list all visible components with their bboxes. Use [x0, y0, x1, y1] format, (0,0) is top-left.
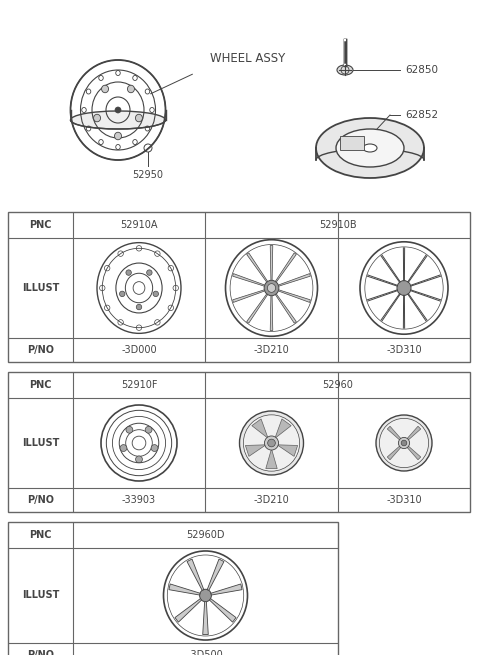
- Polygon shape: [245, 445, 266, 457]
- Ellipse shape: [267, 284, 276, 292]
- Ellipse shape: [120, 291, 125, 297]
- Polygon shape: [270, 295, 273, 331]
- Text: -3D500: -3D500: [188, 650, 223, 655]
- Text: -3D310: -3D310: [386, 345, 422, 355]
- Text: 52910A: 52910A: [120, 220, 158, 230]
- Ellipse shape: [363, 144, 377, 152]
- Polygon shape: [276, 294, 296, 323]
- Circle shape: [376, 415, 432, 471]
- Polygon shape: [169, 584, 200, 595]
- Circle shape: [379, 419, 429, 468]
- Ellipse shape: [115, 132, 121, 140]
- Circle shape: [120, 445, 127, 451]
- Text: -3D310: -3D310: [386, 495, 422, 505]
- Text: 52910F: 52910F: [121, 380, 157, 390]
- Text: 62852: 62852: [405, 110, 438, 120]
- Text: ILLUST: ILLUST: [22, 438, 59, 448]
- Ellipse shape: [94, 114, 101, 122]
- Text: P/NO: P/NO: [27, 495, 54, 505]
- Circle shape: [243, 415, 300, 471]
- Polygon shape: [209, 599, 236, 622]
- Text: 62850: 62850: [405, 65, 438, 75]
- Circle shape: [135, 456, 143, 463]
- Circle shape: [268, 439, 276, 447]
- Polygon shape: [387, 446, 401, 460]
- Ellipse shape: [153, 291, 158, 297]
- Polygon shape: [270, 246, 273, 280]
- Ellipse shape: [71, 111, 166, 129]
- Polygon shape: [247, 253, 268, 282]
- Circle shape: [145, 426, 152, 433]
- Polygon shape: [247, 294, 268, 323]
- Text: -3D210: -3D210: [253, 345, 289, 355]
- Text: P/NO: P/NO: [27, 345, 54, 355]
- Bar: [340, 136, 364, 150]
- Circle shape: [115, 107, 121, 113]
- Ellipse shape: [200, 590, 211, 602]
- Bar: [8, 372, 470, 512]
- Text: P/NO: P/NO: [27, 650, 54, 655]
- Circle shape: [398, 438, 409, 449]
- Text: PNC: PNC: [29, 380, 52, 390]
- Polygon shape: [203, 602, 208, 635]
- Text: 52960: 52960: [322, 380, 353, 390]
- Polygon shape: [407, 426, 421, 440]
- Ellipse shape: [136, 305, 142, 310]
- Text: PNC: PNC: [29, 220, 52, 230]
- Text: 52910B: 52910B: [319, 220, 356, 230]
- Ellipse shape: [336, 129, 404, 167]
- Polygon shape: [233, 290, 264, 303]
- Text: PNC: PNC: [29, 530, 52, 540]
- Ellipse shape: [146, 270, 152, 275]
- Polygon shape: [211, 584, 242, 595]
- Ellipse shape: [397, 280, 411, 295]
- Ellipse shape: [126, 270, 132, 275]
- Text: 52950: 52950: [132, 170, 164, 180]
- Circle shape: [126, 426, 133, 433]
- Ellipse shape: [127, 85, 134, 93]
- Text: -3D210: -3D210: [253, 495, 289, 505]
- Text: -3D000: -3D000: [121, 345, 157, 355]
- Polygon shape: [266, 449, 277, 468]
- Circle shape: [264, 436, 278, 450]
- Ellipse shape: [135, 114, 143, 122]
- Polygon shape: [278, 274, 311, 286]
- Ellipse shape: [102, 85, 108, 93]
- Bar: [8, 212, 470, 362]
- Ellipse shape: [264, 280, 279, 295]
- Polygon shape: [278, 290, 311, 303]
- Text: ILLUST: ILLUST: [22, 283, 59, 293]
- Ellipse shape: [316, 118, 424, 178]
- Text: ILLUST: ILLUST: [22, 591, 59, 601]
- Polygon shape: [277, 445, 298, 457]
- Circle shape: [151, 445, 158, 451]
- Circle shape: [240, 411, 303, 475]
- Text: -33903: -33903: [122, 495, 156, 505]
- Text: 52960D: 52960D: [186, 530, 225, 540]
- Text: WHEEL ASSY: WHEEL ASSY: [210, 52, 285, 64]
- Ellipse shape: [337, 65, 353, 75]
- Polygon shape: [175, 599, 202, 622]
- Polygon shape: [407, 446, 421, 460]
- Polygon shape: [276, 253, 296, 282]
- Polygon shape: [187, 559, 204, 590]
- Polygon shape: [252, 419, 268, 438]
- Bar: [8, 522, 338, 655]
- Polygon shape: [275, 419, 291, 438]
- Polygon shape: [387, 426, 401, 440]
- Polygon shape: [233, 274, 264, 286]
- Circle shape: [401, 440, 407, 446]
- Polygon shape: [207, 559, 224, 590]
